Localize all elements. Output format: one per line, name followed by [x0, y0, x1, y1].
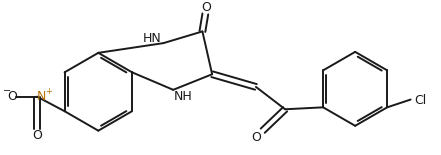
Text: NH: NH [174, 90, 192, 103]
Text: O: O [251, 131, 261, 144]
Text: HN: HN [142, 32, 161, 45]
Text: O: O [7, 90, 17, 103]
Text: O: O [202, 1, 211, 14]
Text: O: O [32, 129, 42, 142]
Text: +: + [45, 87, 52, 96]
Text: −: − [3, 86, 11, 96]
Text: Cl: Cl [414, 94, 426, 107]
Text: N: N [37, 90, 47, 103]
